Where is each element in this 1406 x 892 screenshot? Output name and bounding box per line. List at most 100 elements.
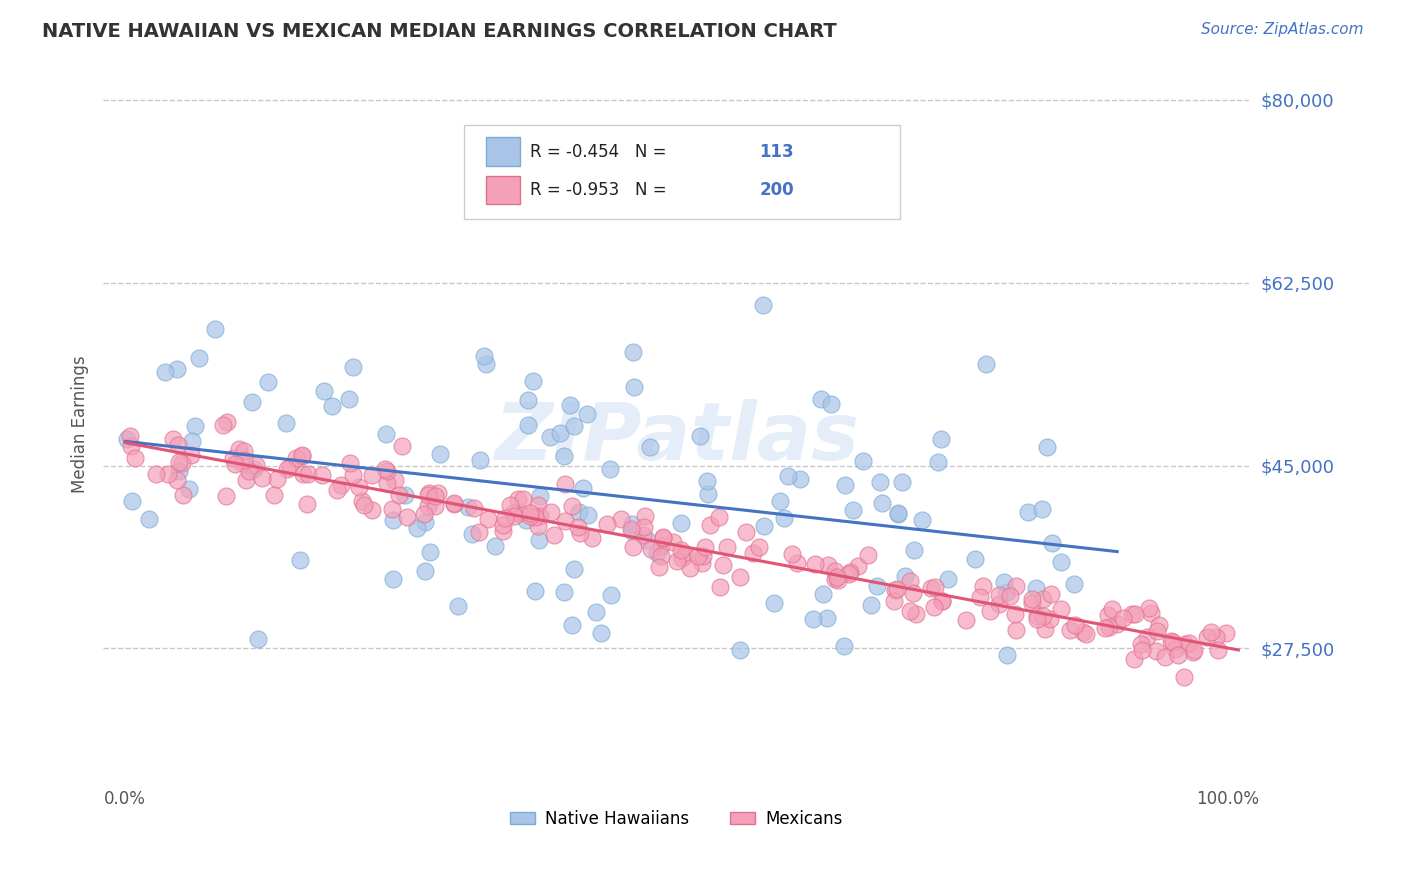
Point <box>394 487 416 501</box>
Point <box>1140 606 1163 620</box>
Point <box>780 547 803 561</box>
Point <box>243 462 266 476</box>
Point <box>460 527 482 541</box>
Point <box>326 483 349 498</box>
Y-axis label: Median Earnings: Median Earnings <box>72 355 89 492</box>
Point <box>391 439 413 453</box>
Text: ZIPatlas: ZIPatlas <box>494 399 859 477</box>
Point <box>188 351 211 365</box>
Point <box>669 543 692 558</box>
Point <box>553 449 575 463</box>
Point <box>1032 591 1054 606</box>
Point <box>898 574 921 588</box>
Point <box>519 506 541 520</box>
Point <box>382 572 405 586</box>
Point <box>815 611 838 625</box>
Point <box>463 501 485 516</box>
Point <box>621 524 644 539</box>
Point <box>503 508 526 523</box>
Point <box>988 588 1011 602</box>
Point <box>516 417 538 432</box>
Point <box>374 426 396 441</box>
Point <box>679 561 702 575</box>
Point <box>651 532 673 546</box>
Point <box>695 540 717 554</box>
Point <box>374 462 396 476</box>
Point <box>263 488 285 502</box>
Point <box>856 548 879 562</box>
Point <box>1021 596 1043 610</box>
Point <box>477 512 499 526</box>
Point <box>709 580 731 594</box>
Text: R = -0.953   N =: R = -0.953 N = <box>530 181 672 199</box>
Point <box>353 498 375 512</box>
Point <box>827 570 849 584</box>
Point <box>235 473 257 487</box>
Point <box>591 626 613 640</box>
Point <box>979 604 1001 618</box>
Point <box>413 515 436 529</box>
Point <box>1122 652 1144 666</box>
Point <box>562 562 585 576</box>
Point <box>931 432 953 446</box>
Point <box>291 467 314 482</box>
Point <box>786 557 808 571</box>
Point <box>350 494 373 508</box>
Point <box>145 467 167 482</box>
Point <box>311 467 333 482</box>
Point <box>529 489 551 503</box>
Point <box>920 582 942 596</box>
Point <box>238 464 260 478</box>
Point <box>381 513 404 527</box>
Point <box>1097 607 1119 622</box>
Point <box>172 488 194 502</box>
Point <box>554 514 576 528</box>
Point <box>1111 611 1133 625</box>
Point <box>360 468 382 483</box>
Point <box>215 489 238 503</box>
Point <box>696 487 718 501</box>
Point <box>425 500 447 514</box>
Point <box>995 585 1018 599</box>
Point <box>905 607 928 621</box>
Point <box>963 551 986 566</box>
Point <box>1146 624 1168 639</box>
Point <box>553 584 575 599</box>
Point <box>524 509 547 524</box>
Point <box>637 533 659 548</box>
Point <box>180 448 202 462</box>
Point <box>599 462 621 476</box>
Point <box>1026 612 1049 626</box>
Point <box>494 511 516 525</box>
Point <box>295 497 318 511</box>
Point <box>484 539 506 553</box>
Point <box>911 513 934 527</box>
Point <box>569 526 592 541</box>
Point <box>413 507 436 521</box>
Point <box>121 493 143 508</box>
Point <box>329 478 352 492</box>
Point <box>413 564 436 578</box>
Point <box>1174 637 1197 651</box>
Point <box>623 380 645 394</box>
Point <box>312 384 335 399</box>
Point <box>969 590 991 604</box>
Point <box>246 632 269 647</box>
Point <box>564 418 586 433</box>
Point <box>468 453 491 467</box>
Point <box>575 407 598 421</box>
Point <box>1208 643 1230 657</box>
Point <box>492 524 515 538</box>
Point <box>832 640 855 654</box>
Point <box>631 528 654 542</box>
Point <box>572 481 595 495</box>
Point <box>716 540 738 554</box>
Point <box>773 510 796 524</box>
Point <box>543 528 565 542</box>
Point <box>696 474 718 488</box>
Point <box>181 434 204 448</box>
Point <box>988 597 1011 611</box>
Point <box>167 455 190 469</box>
Point <box>396 510 419 524</box>
Point <box>1105 617 1128 632</box>
